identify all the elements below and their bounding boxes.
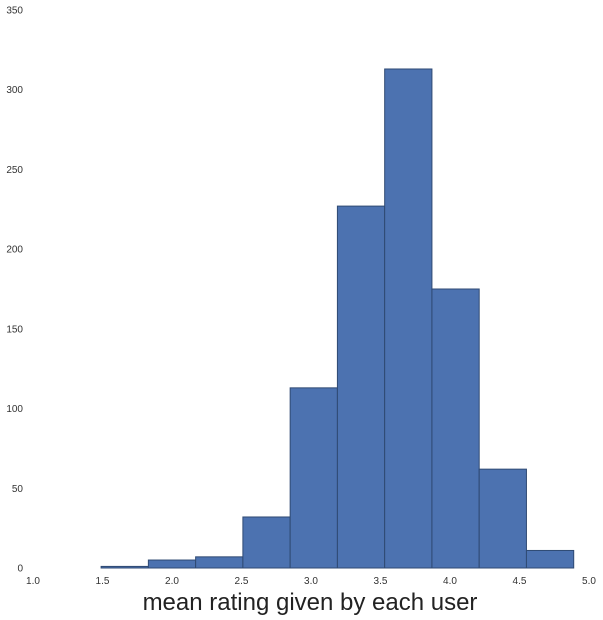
- y-tick-label-2: 100: [6, 404, 23, 415]
- histogram-bar-6: [384, 68, 433, 569]
- plot-area: [100, 68, 575, 569]
- x-axis-ticks: 1.0 1.5 2.0 2.5 3.0 3.5 4.0 4.5 5.0: [26, 576, 596, 587]
- x-tick-label-8: 5.0: [582, 576, 596, 587]
- y-tick-label-5: 250: [6, 165, 23, 176]
- x-axis-label: mean rating given by each user: [143, 589, 478, 616]
- x-tick-label-7: 4.5: [513, 576, 527, 587]
- histogram-bar-8: [478, 468, 527, 569]
- y-tick-label-6: 300: [6, 85, 23, 96]
- histogram-bar-3: [242, 516, 291, 569]
- x-tick-label-5: 3.5: [374, 576, 388, 587]
- x-tick-label-3: 2.5: [235, 576, 249, 587]
- y-tick-label-0: 0: [17, 564, 23, 575]
- y-axis-ticks: 0 50 100 150 200 250 300 350: [6, 6, 23, 575]
- y-tick-label-1: 50: [12, 484, 24, 495]
- y-tick-label-7: 350: [6, 6, 23, 17]
- histogram-bar-1: [147, 559, 197, 569]
- histogram-bar-5: [336, 205, 386, 569]
- histogram-bar-9: [525, 549, 575, 569]
- histogram-bar-2: [195, 556, 244, 569]
- x-tick-label-6: 4.0: [443, 576, 457, 587]
- x-tick-label-0: 1.0: [26, 576, 40, 587]
- x-tick-label-2: 2.0: [165, 576, 179, 587]
- y-tick-label-4: 200: [6, 245, 23, 256]
- x-tick-label-1: 1.5: [96, 576, 110, 587]
- histogram-bar-0: [100, 565, 149, 569]
- histogram-bar-4: [289, 387, 338, 569]
- y-tick-label-3: 150: [6, 324, 23, 335]
- x-tick-label-4: 3.0: [304, 576, 318, 587]
- histogram-bar-7: [431, 288, 480, 569]
